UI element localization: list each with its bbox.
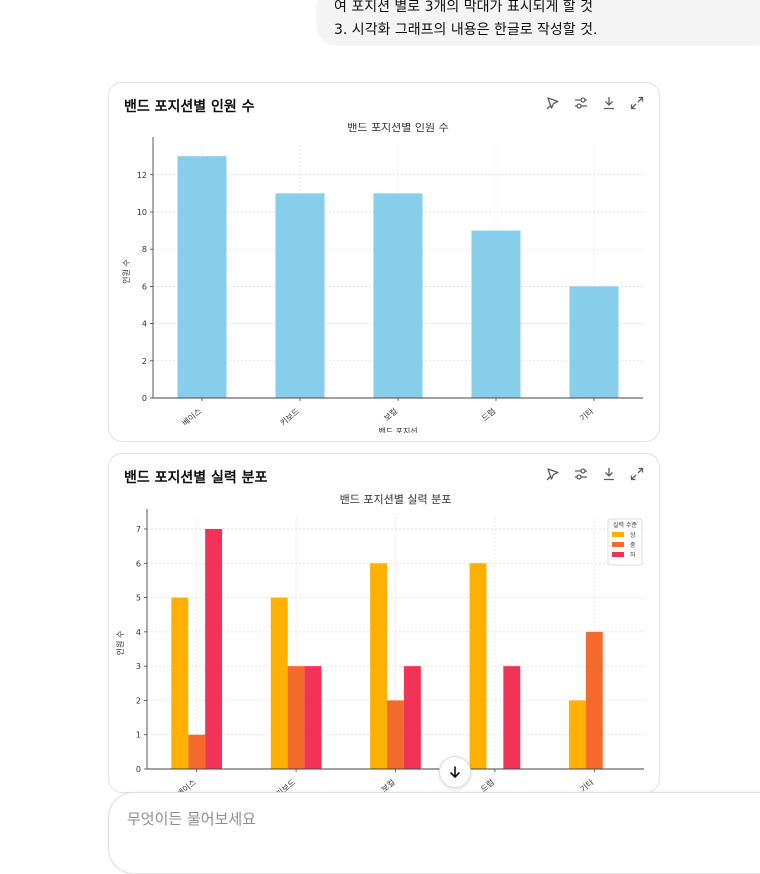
chart-title: 밴드 포지션별 인원 수: [347, 123, 449, 134]
sliders-icon[interactable]: [573, 95, 589, 111]
legend-swatch: [612, 552, 624, 557]
x-tick-label: 기타: [578, 406, 596, 423]
chart-toolbar: [545, 95, 645, 111]
sparkle-pin-icon[interactable]: [545, 95, 561, 111]
y-tick-label: 4: [136, 628, 141, 637]
x-tick-label: 베이스: [175, 777, 198, 793]
y-tick-label: 2: [136, 696, 141, 705]
chart-title: 밴드 포지션별 실력 분포: [340, 494, 452, 506]
x-tick-label: 키보드: [279, 407, 302, 428]
scroll-down-button[interactable]: [439, 756, 471, 788]
y-tick-label: 8: [142, 245, 147, 254]
skill-grouped-bar-chart: 밴드 포지션별 실력 분포 0 1 2 3 4 5 6 7 베이스 키보드 보컬 드럼 기타 인원 수 실력 …: [115, 494, 644, 793]
y-tick-label: 2: [142, 357, 147, 366]
x-tick-label: 보컬: [382, 407, 399, 423]
download-icon[interactable]: [601, 466, 617, 482]
bar: [503, 666, 521, 769]
legend-title: 실력 수준: [613, 521, 637, 529]
bar: [403, 666, 421, 769]
bar: [304, 666, 322, 769]
bar: [373, 193, 423, 398]
y-tick-label: 6: [142, 282, 147, 291]
y-tick-label: 7: [136, 525, 141, 534]
y-tick-label: 1: [136, 731, 141, 740]
bar: [568, 700, 586, 769]
x-tick-label: 드럼: [479, 778, 496, 793]
y-tick-label: 12: [137, 171, 147, 180]
y-tick-label: 0: [142, 394, 147, 403]
bar: [205, 529, 223, 769]
x-tick-label: 베이스: [180, 406, 203, 428]
x-tick-label: 드럼: [480, 407, 497, 423]
legend-label: 중: [630, 542, 636, 549]
download-icon[interactable]: [601, 95, 617, 111]
y-tick-label: 0: [136, 765, 141, 774]
x-axis-label: 밴드 포지션: [378, 426, 417, 433]
user-message-line: 3. 시각화 그래프의 내용은 한글로 작성할 것.: [334, 22, 598, 38]
composer: [108, 792, 760, 874]
y-axis-label: 인원 수: [115, 631, 125, 656]
bar: [370, 563, 388, 769]
y-tick-label: 4: [142, 320, 147, 329]
sparkle-pin-icon[interactable]: [545, 466, 561, 482]
legend-label: 상: [630, 531, 636, 539]
bar: [469, 563, 487, 769]
legend-swatch: [612, 532, 624, 537]
x-tick-label: 보컬: [380, 778, 397, 793]
bar: [569, 286, 619, 398]
chart-toolbar: [545, 466, 645, 482]
user-message-bubble: [316, 0, 760, 46]
bar: [471, 230, 521, 398]
sliders-icon[interactable]: [573, 466, 589, 482]
y-tick-label: 3: [136, 662, 141, 671]
bar: [171, 597, 189, 769]
user-message-line: 여 포지션 별로 3개의 막대가 표시되게 할 것: [334, 0, 594, 15]
bar: [275, 193, 325, 398]
bar: [585, 631, 603, 769]
y-tick-label: 6: [136, 559, 141, 568]
y-tick-label: 10: [137, 208, 147, 217]
expand-icon[interactable]: [629, 466, 645, 482]
bar: [287, 666, 305, 769]
chart-card-title: 밴드 포지션별 실력 분포: [124, 470, 268, 486]
bar: [387, 700, 404, 769]
arrow-down-icon: [449, 766, 461, 779]
chart-card-title: 밴드 포지션별 인원 수: [124, 99, 255, 115]
x-tick-label: 키보드: [275, 778, 298, 793]
expand-icon[interactable]: [629, 95, 645, 111]
bar: [177, 156, 227, 398]
chart-card-headcount: 밴드 포지션별 인원 수 밴드 포지션별 인원 수 0 2 4 6 8 10 12 베이스 키보드…: [108, 82, 660, 442]
chart-card-skill: 밴드 포지션별 실력 분포 밴드 포지션별 실력 분포 0 1 2 3 4 5 6 7 베이스 키보…: [108, 453, 660, 793]
y-axis-label: 인원 수: [121, 259, 131, 284]
x-tick-label: 기타: [579, 777, 597, 793]
bar: [188, 734, 206, 769]
legend-label: 하: [630, 551, 636, 559]
prompt-input[interactable]: [127, 809, 627, 829]
legend-swatch: [612, 542, 624, 547]
bar: [270, 597, 288, 769]
y-tick-label: 5: [136, 594, 141, 603]
